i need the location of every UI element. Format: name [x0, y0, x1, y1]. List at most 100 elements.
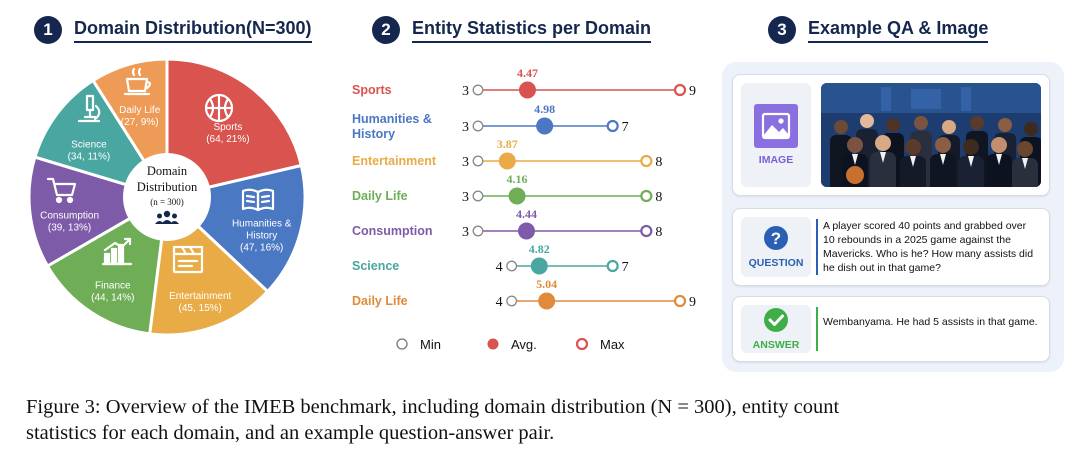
entity-min-value: 3	[462, 120, 469, 135]
pie-center-subtitle: (n = 300)	[150, 197, 184, 207]
entity-avg-marker	[498, 152, 516, 170]
player-body	[958, 156, 984, 187]
pie-center-title-line1: Domain	[147, 164, 188, 178]
entity-max-value: 9	[689, 84, 696, 99]
player-body	[1012, 158, 1038, 187]
entity-max-marker	[640, 189, 653, 203]
image-icon	[754, 104, 798, 148]
entity-row: Science 4 7 4.82	[352, 242, 629, 275]
pie-center-title-line2: Distribution	[137, 180, 198, 194]
player-head	[886, 118, 900, 132]
player-head	[998, 118, 1012, 132]
entity-max-value: 8	[655, 225, 662, 240]
answer-label: ANSWER	[752, 339, 800, 351]
panel-number-badge: 3	[768, 16, 796, 44]
player-head	[1024, 122, 1038, 136]
entity-max-marker	[640, 224, 653, 238]
player-head	[935, 137, 951, 153]
entity-avg-value: 4.47	[517, 66, 538, 80]
entity-avg-marker	[517, 222, 535, 240]
entity-max-marker	[606, 119, 619, 133]
pie-slice-sports	[165, 57, 304, 199]
entity-category-label: Science	[352, 259, 399, 273]
panel-header-entity-statistics: 2 Entity Statistics per Domain	[372, 12, 652, 48]
entity-category-label: Daily Life	[352, 294, 408, 308]
entity-min-value: 3	[462, 190, 469, 205]
player-shirt	[996, 154, 1002, 165]
player-head	[914, 116, 928, 130]
entity-avg-marker	[536, 117, 554, 135]
entity-max-marker	[673, 83, 687, 97]
domain-pie-chart: Sports (64, 21%) Humanities & History (47, 1…	[27, 57, 307, 337]
entity-min-marker	[472, 190, 484, 202]
entity-max-value: 7	[622, 120, 629, 135]
entity-row: Entertainment 3 8 3.87	[352, 137, 662, 170]
entity-min-marker	[472, 120, 484, 132]
entity-max-marker	[606, 259, 619, 273]
entity-legend: Min Avg. Max	[396, 337, 625, 352]
panel-title: Entity Statistics per Domain	[412, 18, 652, 43]
player-body	[900, 156, 926, 187]
caption-line-1: Figure 3: Overview of the IMEB benchmark…	[26, 396, 840, 418]
entity-rows: Sports 3 9 4.47 Humanities & History 3 7 4.98 Ent…	[352, 66, 696, 310]
entity-max-marker	[640, 154, 653, 168]
panel-number-badge: 1	[34, 16, 62, 44]
panel-title: Domain Distribution(N=300)	[74, 18, 312, 43]
pie-slice-finance	[45, 194, 169, 336]
entity-max-marker	[673, 294, 687, 308]
question-label-box: ? QUESTION	[741, 217, 811, 277]
player-body	[986, 154, 1012, 187]
shopping-cart-icon	[46, 177, 77, 204]
pie-slice-label-dailylife: Daily Life (27, 9%)	[119, 105, 161, 128]
image-label: IMAGE	[758, 154, 794, 166]
pie-slice-label-entertainment: Entertainment (45, 15%)	[169, 291, 231, 314]
book-icon	[241, 188, 275, 212]
question-divider	[816, 219, 818, 275]
image-label-box: IMAGE	[741, 83, 811, 187]
entity-max-value: 9	[689, 295, 696, 310]
player-shirt	[852, 154, 858, 165]
legend-label-avg: Avg.	[511, 337, 537, 352]
legend-min-marker	[396, 338, 408, 350]
player-head	[905, 139, 921, 155]
panel-number-badge: 2	[372, 16, 400, 44]
microscope-icon	[77, 94, 101, 123]
player-body	[870, 152, 896, 187]
answer-text: Wembanyama. He had 5 assists in that gam…	[823, 316, 1038, 328]
example-photo	[821, 83, 1041, 187]
player-shirt	[1022, 158, 1028, 169]
legend-item-min: Min	[396, 337, 441, 352]
entity-statistics-chart: Sports 3 9 4.47 Humanities & History 3 7 4.98 Ent…	[352, 66, 696, 352]
legend-item-max: Max	[575, 337, 625, 352]
player-head	[860, 114, 874, 128]
entity-min-value: 3	[462, 225, 469, 240]
entity-max-value: 7	[622, 260, 629, 275]
entity-avg-value: 4.16	[507, 172, 528, 186]
legend-label-min: Min	[420, 337, 441, 352]
players-photo-illustration	[821, 83, 1041, 187]
question-label: QUESTION	[748, 257, 804, 269]
entity-category-label: Humanities & History	[352, 112, 432, 141]
people-icon	[155, 210, 179, 224]
pie-slice-label-sports: Sports (64, 21%)	[206, 122, 249, 145]
entity-min-value: 3	[462, 155, 469, 170]
panel-header-domain-distribution: 1 Domain Distribution(N=300)	[34, 12, 312, 48]
figure-caption: Figure 3: Overview of the IMEB benchmark…	[26, 394, 1066, 446]
panel-title: Example QA & Image	[808, 18, 989, 43]
entity-avg-value: 4.44	[516, 207, 537, 221]
entity-avg-value: 4.82	[529, 242, 550, 256]
pie-slice-label-consumption: Consumption (39, 13%)	[40, 210, 99, 233]
basketball-icon	[204, 93, 234, 123]
player-head	[834, 120, 848, 134]
legend-label-max: Max	[600, 337, 625, 352]
question-card: ? QUESTION A player scored 40 points and…	[732, 208, 1050, 286]
legend-item-avg: Avg.	[487, 337, 537, 352]
player-shirt	[968, 156, 974, 167]
money-chart-icon	[101, 237, 133, 266]
pie-labels: Sports (64, 21%) Humanities & History (47, 1…	[40, 105, 292, 314]
player-shirt	[940, 154, 946, 165]
entity-min-marker	[506, 295, 518, 307]
pie-slice-science	[33, 78, 171, 200]
coffee-cup-icon	[123, 67, 152, 96]
player-shirt	[910, 156, 916, 167]
